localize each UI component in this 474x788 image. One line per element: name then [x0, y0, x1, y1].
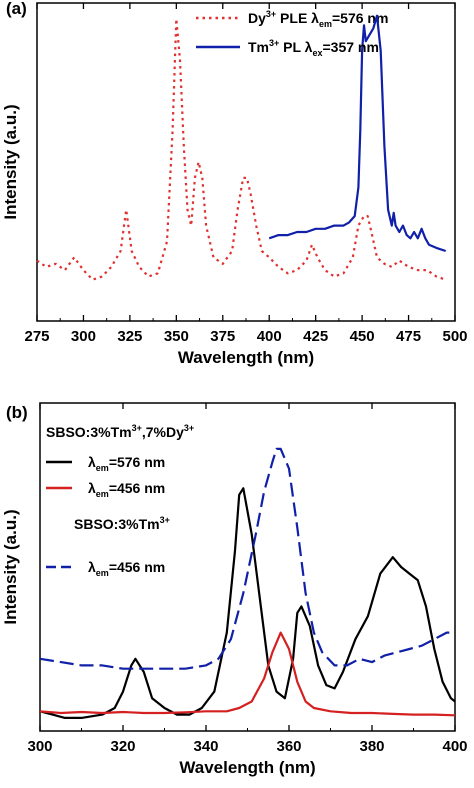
plot-frame [36, 2, 456, 322]
series-line-2 [39, 447, 455, 670]
series-line-1 [39, 631, 456, 717]
x-tick-label: 325 [117, 328, 142, 345]
x-tick-label: 400 [442, 738, 467, 755]
x-tick-label: 320 [110, 738, 135, 755]
x-tick-label: 400 [257, 328, 282, 345]
x-tick-label: 425 [303, 328, 328, 345]
series-line-1 [268, 14, 447, 253]
panel-label: (a) [6, 0, 27, 18]
legend-label: λem=576 nm [88, 454, 165, 473]
x-tick-label: 300 [27, 738, 52, 755]
x-tick-label: 360 [276, 738, 301, 755]
legend-label: λem=456 nm [88, 559, 165, 578]
plot-frame [39, 402, 456, 732]
legend-label: Dy3+ PLE λem=576 nm [248, 9, 388, 29]
legend-label: Tm3+ PL λex=357 nm [248, 38, 379, 58]
x-axis-title: Wavelength (nm) [178, 348, 314, 367]
panel-a: (a) 275 300 325 350 375 400 425 450 475 500 Wavelen… [1, 0, 468, 367]
x-tick-label: 500 [442, 328, 467, 345]
x-tick-label: 300 [71, 328, 96, 345]
panel-label: (b) [6, 403, 28, 422]
x-tick-label: 475 [396, 328, 421, 345]
legend-label: λem=456 nm [88, 480, 165, 499]
legend-group-title: SBSO:3%Tm3+,7%Dy3+ [46, 423, 194, 440]
x-tick-label: 380 [359, 738, 384, 755]
x-tick-label: 350 [164, 328, 189, 345]
x-tick-label: 375 [210, 328, 235, 345]
y-axis-title: Intensity (a.u.) [1, 509, 20, 624]
x-tick-label: 340 [193, 738, 218, 755]
x-tick-label: 450 [350, 328, 375, 345]
y-axis-title: Intensity (a.u.) [1, 104, 20, 219]
panel-b: (b) 300 320 340 360 380 400 Wavelength (nm) Inte… [1, 402, 468, 777]
x-axis-title: Wavelength (nm) [179, 758, 315, 777]
x-tick-label: 275 [24, 328, 49, 345]
legend-group-title: SBSO:3%Tm3+ [74, 515, 170, 532]
